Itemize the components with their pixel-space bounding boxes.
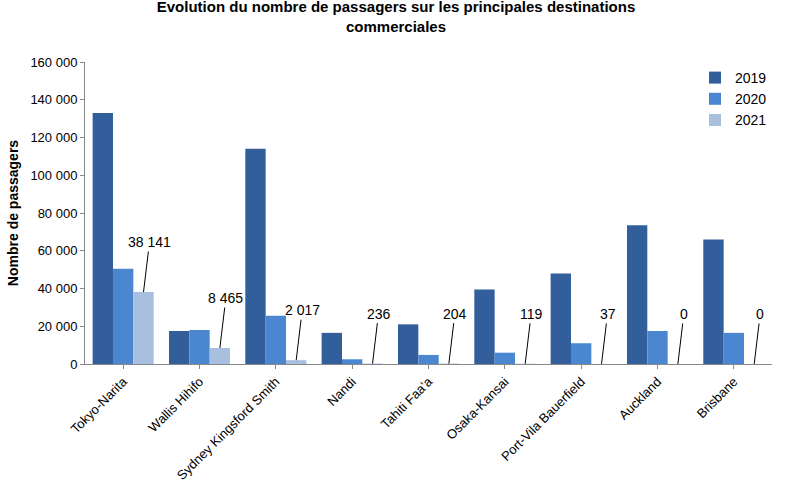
svg-text:2 017: 2 017	[285, 302, 320, 318]
svg-text:2021: 2021	[735, 112, 766, 128]
svg-text:Port-Vila Bauerfield: Port-Vila Bauerfield	[498, 374, 588, 464]
svg-text:236: 236	[367, 306, 391, 322]
svg-text:38 141: 38 141	[128, 234, 171, 250]
svg-text:0: 0	[680, 306, 688, 322]
svg-text:120 000: 120 000	[30, 130, 77, 145]
svg-text:Tokyo-Narita: Tokyo-Narita	[68, 374, 131, 437]
svg-text:Auckland: Auckland	[616, 374, 664, 422]
svg-text:204: 204	[443, 306, 467, 322]
svg-text:80 000: 80 000	[38, 206, 78, 221]
svg-text:Wallis Hihifo: Wallis Hihifo	[145, 374, 206, 435]
svg-text:Osaka-Kansai: Osaka-Kansai	[443, 374, 511, 442]
svg-text:2019: 2019	[735, 70, 766, 86]
svg-text:Nombre de passagers: Nombre de passagers	[5, 140, 21, 286]
svg-text:119: 119	[520, 306, 543, 322]
svg-text:Sydney Kingsford Smith: Sydney Kingsford Smith	[174, 374, 283, 483]
svg-text:Tahiti Faa'a: Tahiti Faa'a	[378, 374, 436, 432]
svg-text:60 000: 60 000	[38, 243, 78, 258]
svg-text:160 000: 160 000	[30, 55, 77, 70]
svg-text:0: 0	[70, 357, 77, 372]
svg-text:Nandi: Nandi	[324, 374, 359, 409]
svg-text:2020: 2020	[735, 91, 766, 107]
svg-text:20 000: 20 000	[38, 319, 78, 334]
svg-text:140 000: 140 000	[30, 92, 77, 107]
svg-text:37: 37	[600, 306, 616, 322]
svg-text:100 000: 100 000	[30, 168, 77, 183]
svg-text:Brisbane: Brisbane	[694, 374, 741, 421]
svg-text:0: 0	[756, 306, 764, 322]
svg-text:8 465: 8 465	[208, 290, 243, 306]
svg-text:Evolution du nombre de passage: Evolution du nombre de passagers sur les…	[157, 0, 635, 35]
svg-text:40 000: 40 000	[38, 281, 78, 296]
